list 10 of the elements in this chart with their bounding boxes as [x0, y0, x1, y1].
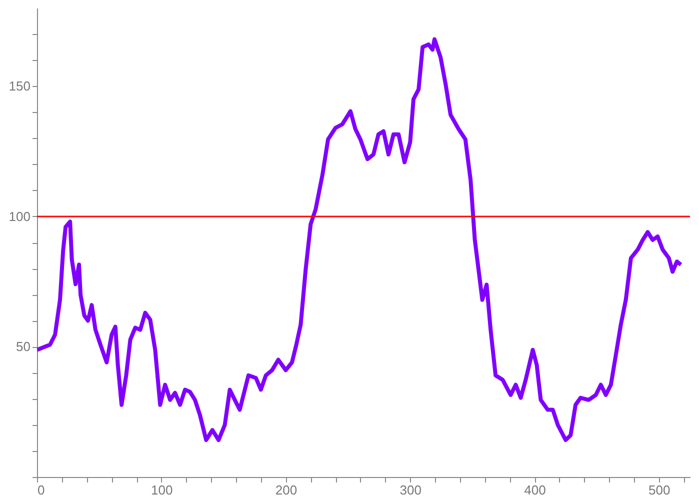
x-tick-label: 300 — [400, 482, 422, 498]
y-tick-label: 150 — [8, 78, 30, 94]
line-series — [37, 37, 683, 442]
x-tick-label: 100 — [151, 482, 173, 498]
x-tick-label: 0 — [38, 482, 45, 498]
x-tick-label: 500 — [648, 482, 670, 498]
x-tick-label: 200 — [275, 482, 298, 498]
y-tick-label: 100 — [8, 208, 30, 224]
y-tick-label: 50 — [16, 339, 30, 354]
x-tick-label: 400 — [524, 482, 546, 498]
